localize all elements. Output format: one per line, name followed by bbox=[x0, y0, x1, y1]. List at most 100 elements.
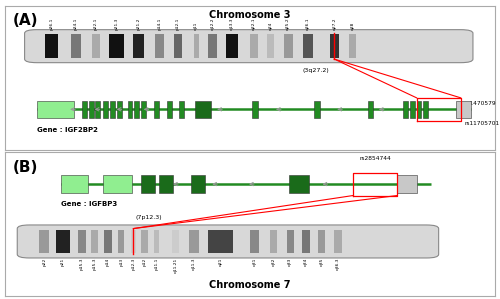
Text: p21.3: p21.3 bbox=[114, 18, 118, 30]
Bar bbox=[110, 101, 115, 118]
Text: (B): (B) bbox=[12, 160, 38, 175]
Bar bbox=[456, 101, 470, 118]
Bar bbox=[155, 34, 164, 58]
Bar bbox=[330, 34, 338, 58]
Bar bbox=[154, 101, 160, 118]
Text: q24: q24 bbox=[268, 22, 272, 30]
Text: p26.1: p26.1 bbox=[50, 18, 54, 30]
Text: q26.1: q26.1 bbox=[306, 18, 310, 30]
Bar bbox=[56, 230, 70, 253]
Bar bbox=[166, 101, 172, 118]
Bar bbox=[142, 230, 148, 253]
Bar bbox=[195, 101, 211, 118]
Text: p11.1: p11.1 bbox=[155, 257, 159, 270]
Bar bbox=[397, 176, 416, 193]
Text: q34: q34 bbox=[304, 257, 308, 266]
Bar bbox=[154, 230, 160, 253]
Bar bbox=[141, 101, 146, 118]
Bar bbox=[131, 230, 136, 253]
Bar bbox=[110, 34, 124, 58]
Text: p21: p21 bbox=[61, 257, 65, 266]
Bar bbox=[268, 34, 274, 58]
Text: p22.1: p22.1 bbox=[94, 18, 98, 30]
Bar bbox=[318, 230, 325, 253]
Text: (A): (A) bbox=[12, 13, 38, 28]
Text: q32: q32 bbox=[272, 257, 276, 266]
Text: p12.1: p12.1 bbox=[176, 18, 180, 30]
Text: rs2854744: rs2854744 bbox=[359, 156, 391, 161]
Bar bbox=[62, 176, 88, 193]
Bar bbox=[416, 101, 422, 118]
Text: q11.21: q11.21 bbox=[174, 257, 178, 272]
Text: p15.3: p15.3 bbox=[92, 257, 96, 270]
Bar bbox=[226, 34, 238, 58]
Bar bbox=[350, 34, 356, 58]
Bar bbox=[179, 101, 184, 118]
Text: q35: q35 bbox=[320, 257, 324, 266]
Text: p21.2: p21.2 bbox=[136, 18, 140, 30]
Bar bbox=[92, 34, 100, 58]
Bar bbox=[160, 176, 173, 193]
Text: Gene : IGFBP3: Gene : IGFBP3 bbox=[62, 201, 118, 207]
Bar bbox=[40, 230, 49, 253]
Bar bbox=[191, 176, 205, 193]
Bar bbox=[103, 101, 108, 118]
Bar bbox=[104, 230, 112, 253]
Text: q13.3: q13.3 bbox=[230, 18, 234, 30]
Bar bbox=[208, 230, 233, 253]
Bar bbox=[284, 34, 292, 58]
Text: p12: p12 bbox=[142, 257, 146, 266]
FancyBboxPatch shape bbox=[17, 225, 438, 258]
Bar bbox=[208, 34, 216, 58]
Bar bbox=[334, 230, 342, 253]
Bar bbox=[410, 101, 414, 118]
Bar bbox=[82, 101, 87, 118]
Bar bbox=[71, 34, 81, 58]
Bar bbox=[92, 230, 98, 253]
Text: rs11705701: rs11705701 bbox=[464, 121, 500, 126]
Bar bbox=[134, 101, 139, 118]
Bar bbox=[303, 34, 312, 58]
Bar bbox=[44, 34, 59, 58]
Text: q33: q33 bbox=[288, 257, 292, 266]
Bar bbox=[133, 34, 143, 58]
Bar bbox=[174, 34, 182, 58]
Bar bbox=[90, 101, 94, 118]
Text: (3q27.2): (3q27.2) bbox=[302, 68, 330, 73]
Text: q21: q21 bbox=[218, 257, 222, 266]
Text: p12.3: p12.3 bbox=[132, 257, 136, 270]
Text: q11: q11 bbox=[194, 22, 198, 30]
Bar bbox=[37, 101, 74, 118]
Bar bbox=[194, 34, 198, 58]
FancyBboxPatch shape bbox=[24, 30, 473, 63]
Bar bbox=[250, 230, 260, 253]
Text: q31: q31 bbox=[253, 257, 257, 266]
Text: Gene : IGF2BP2: Gene : IGF2BP2 bbox=[37, 126, 98, 132]
Text: p22: p22 bbox=[42, 257, 46, 266]
Bar bbox=[368, 101, 374, 118]
Bar bbox=[128, 101, 132, 118]
Text: q12.2: q12.2 bbox=[210, 18, 214, 30]
Text: q27.2: q27.2 bbox=[332, 18, 336, 30]
Bar bbox=[302, 230, 310, 253]
Bar bbox=[314, 101, 320, 118]
Bar bbox=[250, 34, 258, 58]
Text: q25.2: q25.2 bbox=[286, 18, 290, 30]
Bar bbox=[141, 176, 155, 193]
Bar bbox=[189, 230, 198, 253]
Bar bbox=[78, 230, 86, 253]
Text: rs1470579: rs1470579 bbox=[464, 101, 496, 106]
Bar bbox=[287, 230, 294, 253]
Text: Chromosome 3: Chromosome 3 bbox=[209, 10, 291, 20]
Bar bbox=[252, 101, 258, 118]
Text: p14.1: p14.1 bbox=[158, 18, 162, 30]
Text: q28: q28 bbox=[351, 22, 355, 30]
Bar bbox=[403, 101, 408, 118]
Text: (7p12.3): (7p12.3) bbox=[136, 215, 162, 220]
Text: Chromosome 7: Chromosome 7 bbox=[209, 280, 291, 290]
Text: q22.1: q22.1 bbox=[252, 18, 256, 30]
Bar bbox=[103, 176, 132, 193]
Bar bbox=[270, 230, 278, 253]
Bar bbox=[424, 101, 428, 118]
Text: q11.3: q11.3 bbox=[192, 257, 196, 270]
